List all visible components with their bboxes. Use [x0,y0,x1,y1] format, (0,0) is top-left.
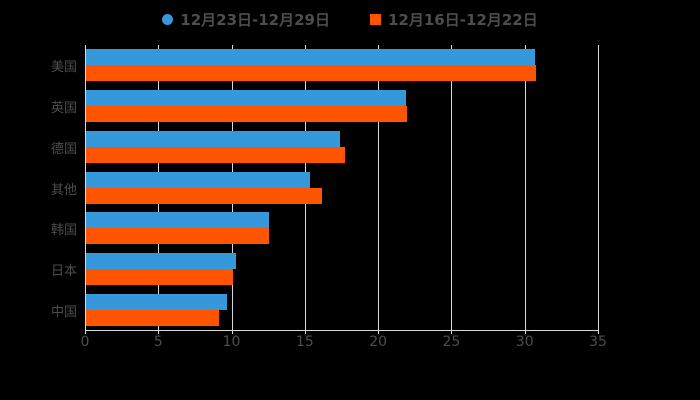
x-tick-label: 15 [295,334,314,350]
bar-previous[interactable] [86,228,270,245]
bar-current[interactable] [86,252,236,269]
legend-marker-circle-icon [162,13,174,25]
bar-current[interactable] [86,49,535,66]
legend-entry-previous[interactable]: 12月16日-12月22日 [370,9,538,30]
x-axis-labels: 0 5 10 15 20 25 30 35 [0,330,700,358]
bar-group [86,130,599,163]
x-tick-label: 5 [153,334,163,350]
bar-current[interactable] [86,212,270,229]
bar-previous[interactable] [86,65,536,82]
x-axis-line [85,330,599,331]
gridline [598,45,599,330]
y-axis-label: 日本 [50,263,77,279]
x-tick-mark [378,330,380,334]
legend-marker-square-icon [370,13,381,25]
gridline [378,45,380,330]
x-tick-label: 10 [222,334,241,350]
x-tick-mark [304,330,306,334]
bar-previous[interactable] [86,106,407,123]
bar-group [86,252,599,285]
x-tick-mark [85,330,86,334]
y-axis-label: 德国 [50,141,77,157]
x-tick-mark [158,330,160,334]
bar-previous[interactable] [86,268,233,285]
gridline [524,45,526,330]
bar-current[interactable] [86,130,340,147]
bar-group [86,49,599,82]
legend-label-current: 12月23日-12月29日 [180,10,330,29]
bar-previous[interactable] [86,309,220,326]
plot-area [85,45,599,330]
legend-entry-current[interactable]: 12月23日-12月29日 [162,9,330,30]
y-axis-label: 美国 [50,60,77,76]
chart-legend: 12月23日-12月29日 12月16日-12月22日 [0,6,700,32]
bar-group [86,171,599,204]
x-tick-label: 20 [369,334,388,350]
y-axis-line [85,45,86,330]
bar-current[interactable] [86,293,227,310]
y-axis-label: 中国 [50,304,77,320]
y-axis-label: 其他 [50,182,77,198]
x-tick-mark [598,330,599,334]
x-tick-mark [524,330,526,334]
x-tick-mark [451,330,453,334]
y-axis-label: 韩国 [50,223,77,239]
x-tick-label: 0 [80,334,90,350]
y-axis-label: 英国 [50,101,77,117]
bar-previous[interactable] [86,187,322,204]
bar-group [86,90,599,123]
bar-previous[interactable] [86,146,346,163]
x-tick-label: 25 [442,334,461,350]
legend-label-previous: 12月16日-12月22日 [388,10,538,29]
x-tick-mark [231,330,233,334]
bar-group [86,293,599,326]
x-tick-label: 35 [589,334,607,350]
gridline [451,45,453,330]
bar-group [86,212,599,245]
bar-current[interactable] [86,171,311,188]
bar-current[interactable] [86,90,406,107]
x-tick-label: 30 [515,334,534,350]
y-axis-labels: 美国英国德国其他韩国日本中国 [0,45,77,330]
